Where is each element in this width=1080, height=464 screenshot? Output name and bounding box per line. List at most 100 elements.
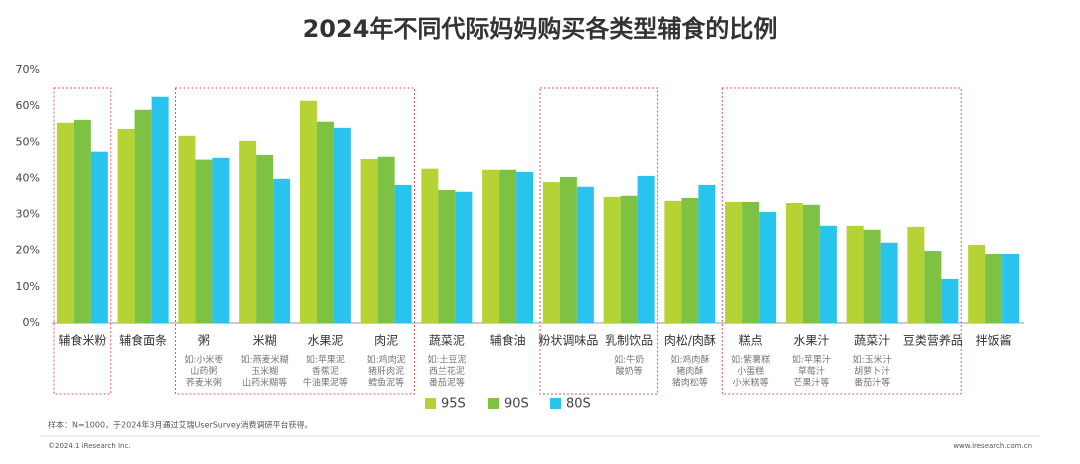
bar [438,189,456,323]
bar [664,200,682,323]
bar [56,122,74,323]
example-label: 西兰花泥 [429,365,465,377]
example-label: 如:玉米汁 [853,354,892,366]
example-label: 如:苹果汁 [792,354,831,366]
bar [620,195,638,323]
bar [985,253,1003,323]
group-box [539,87,658,395]
bar [421,168,439,323]
website: www.iresearch.com.cn [953,442,1032,450]
bar [333,127,351,323]
bar [256,154,274,323]
legend-swatch [488,398,499,409]
y-tick-label: 10% [16,280,40,293]
x-tick-label: 豆类营养品 [903,333,963,348]
bar [907,226,925,323]
y-tick-label: 60% [16,99,40,112]
x-tick-label: 乳制饮品 [605,334,653,348]
bar [239,140,257,323]
bar [360,158,378,323]
bar [559,176,577,323]
bar [499,169,517,323]
bar [725,201,743,323]
example-label: 如:牛奶 [614,354,644,366]
bar [516,171,534,323]
bar [1002,253,1020,323]
example-label: 酸奶等 [616,365,643,377]
bar [968,244,986,323]
example-label: 荞麦米粥 [186,377,222,389]
legend-label: 80S [566,397,591,412]
bar [880,242,898,323]
bar [195,159,213,323]
x-tick-label: 辅食米粉 [58,333,106,348]
note: 样本：N=1000，于2024年3月通过艾瑞UserSurvey消费调研平台获得… [48,420,313,430]
bar [212,157,230,323]
example-label: 如:苹果泥 [306,354,345,366]
legend-swatch [425,398,436,409]
x-tick-label: 粉状调味品 [538,334,598,348]
x-tick-label: 肉松/肉酥 [664,334,716,348]
chart-title: 2024年不同代际妈妈购买各类型辅食的比例 [303,15,778,43]
example-label: 如:小米枣 [184,354,223,366]
legend-label: 90S [504,397,529,412]
example-label: 如:紫薯糕 [731,354,770,366]
example-label: 小米糕等 [733,377,769,389]
bar [742,201,760,323]
bar [603,196,621,323]
bar [863,229,881,323]
x-tick-label: 粥 [198,334,210,348]
bar [394,184,412,323]
bar [681,197,699,323]
group-box [721,87,962,395]
x-tick-label: 拌饭酱 [976,333,1012,348]
y-tick-label: 70% [16,63,40,76]
bar [802,204,820,323]
example-label: 芒果汁等 [793,377,829,389]
x-tick-label: 蔬菜汁 [854,334,890,348]
bar [117,128,135,323]
bar [134,109,152,323]
example-label: 牛油果泥等 [303,377,348,389]
x-tick-label: 辅食油 [490,333,526,348]
x-tick-label: 水果汁 [793,334,829,348]
bar [698,184,716,323]
legend-label: 95S [441,397,466,412]
bar [941,278,959,323]
x-tick-label: 米糊 [253,333,277,348]
example-label: 小蛋糕 [737,365,764,377]
y-tick-label: 20% [16,244,40,257]
example-label: 番茄泥等 [429,377,465,389]
bar [178,135,196,323]
bar [455,191,473,323]
bar [273,178,291,323]
bar [316,121,334,323]
bar [90,151,108,323]
example-label: 草莓汁 [798,365,825,377]
example-label: 如:土豆泥 [427,354,466,366]
y-tick-label: 30% [16,208,40,221]
bar [846,225,864,323]
bar [299,100,317,323]
y-tick-label: 0% [23,316,40,329]
example-label: 鳕鱼泥等 [368,377,404,389]
bar [542,182,560,323]
bar [576,186,594,323]
x-tick-label: 辅食面条 [119,333,167,348]
copyright: ©2024.1 iResearch Inc. [48,442,131,450]
x-tick-label: 蔬菜泥 [429,334,465,348]
example-label: 如:鸡肉泥 [367,354,406,366]
x-tick-label: 糕点 [739,334,763,348]
bar [482,169,500,323]
y-tick-label: 50% [16,135,40,148]
example-label: 山药粥 [190,365,217,377]
bar [924,251,942,323]
example-label: 如:燕麦米糊 [241,354,289,366]
example-label: 香蕉泥 [312,365,339,377]
example-label: 如:鸡肉酥 [670,354,709,366]
bar [759,212,777,323]
group-box [53,87,112,395]
x-tick-label: 水果泥 [307,334,343,348]
bar [819,225,837,323]
